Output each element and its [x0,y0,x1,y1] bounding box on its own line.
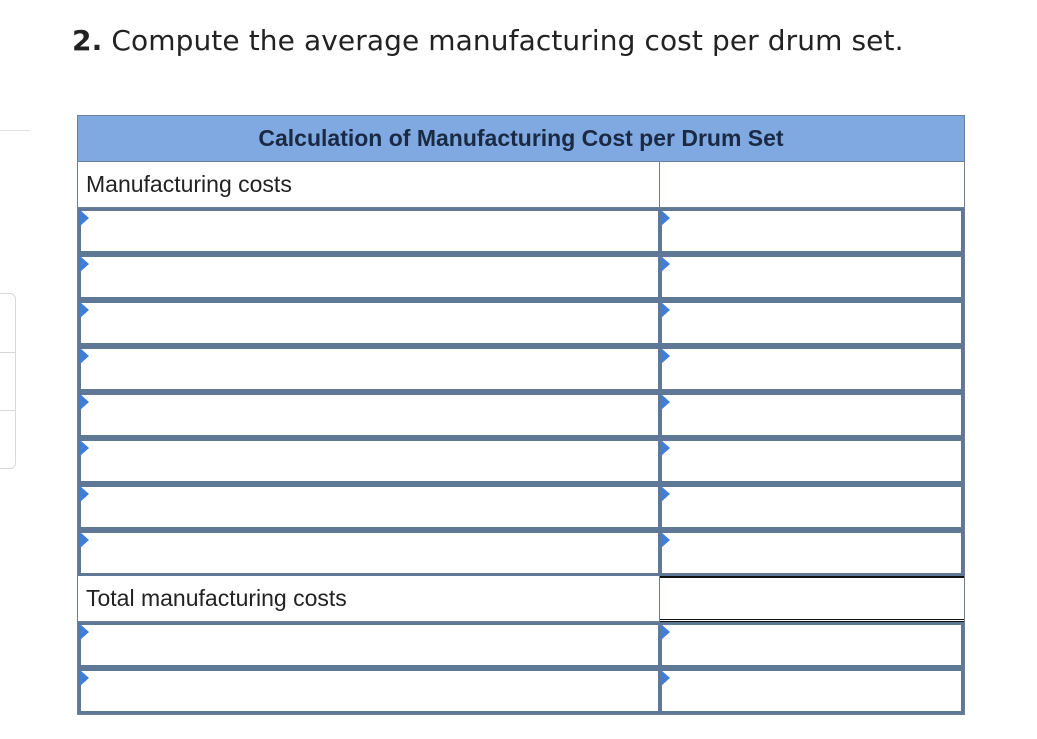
amount-input[interactable] [662,303,961,343]
amount-cell[interactable] [660,438,964,484]
row-label-total-manufacturing-costs: Total manufacturing costs [78,576,660,622]
question-number: 2. [72,24,103,57]
label-input[interactable] [81,395,658,435]
label-input[interactable] [81,349,658,389]
table-row [78,254,964,300]
worksheet-title: Calculation of Manufacturing Cost per Dr… [78,116,964,162]
label-input[interactable] [81,211,658,251]
row-label-manufacturing-costs: Manufacturing costs [78,162,660,208]
label-dropdown-cell[interactable] [78,208,660,254]
table-row [78,392,964,438]
table-row [78,346,964,392]
amount-cell[interactable] [660,346,964,392]
label-input[interactable] [81,625,658,665]
label-dropdown-cell[interactable] [78,668,660,714]
amount-input[interactable] [662,533,961,573]
label-dropdown-cell[interactable] [78,622,660,668]
amount-cell[interactable] [660,622,964,668]
table-row [78,300,964,346]
amount-input[interactable] [662,395,961,435]
left-panel-separator [0,352,15,353]
table-row [78,530,964,576]
cost-worksheet-table: Calculation of Manufacturing Cost per Dr… [77,115,965,715]
label-dropdown-cell[interactable] [78,438,660,484]
table-row [78,668,964,714]
amount-cell[interactable] [660,392,964,438]
amount-cell[interactable] [660,484,964,530]
question-heading: 2. Compute the average manufacturing cos… [72,24,904,57]
amount-cell[interactable] [660,208,964,254]
label-input[interactable] [81,257,658,297]
table-row [78,484,964,530]
amount-input[interactable] [662,211,961,251]
label-dropdown-cell[interactable] [78,392,660,438]
table-row [78,438,964,484]
amount-input[interactable] [662,441,961,481]
table-row [78,208,964,254]
amount-cell[interactable] [660,300,964,346]
label-dropdown-cell[interactable] [78,254,660,300]
amount-input[interactable] [662,349,961,389]
label-dropdown-cell[interactable] [78,530,660,576]
total-amount-cell [660,576,964,622]
left-panel-divider [0,130,30,131]
table-row: Manufacturing costs [78,162,964,208]
question-text: Compute the average manufacturing cost p… [102,24,904,57]
amount-cell[interactable] [660,668,964,714]
label-input[interactable] [81,487,658,527]
label-input[interactable] [81,303,658,343]
left-panel-separator [0,410,15,411]
label-input[interactable] [81,671,658,711]
label-dropdown-cell[interactable] [78,484,660,530]
left-side-panel [0,293,16,469]
amount-cell[interactable] [660,254,964,300]
amount-input[interactable] [662,671,961,711]
row-value-empty [660,162,964,208]
amount-input[interactable] [662,625,961,665]
amount-cell[interactable] [660,530,964,576]
label-input[interactable] [81,441,658,481]
amount-input[interactable] [662,487,961,527]
amount-input[interactable] [662,257,961,297]
label-input[interactable] [81,533,658,573]
label-dropdown-cell[interactable] [78,300,660,346]
label-dropdown-cell[interactable] [78,346,660,392]
table-row [78,622,964,668]
table-row: Total manufacturing costs [78,576,964,622]
